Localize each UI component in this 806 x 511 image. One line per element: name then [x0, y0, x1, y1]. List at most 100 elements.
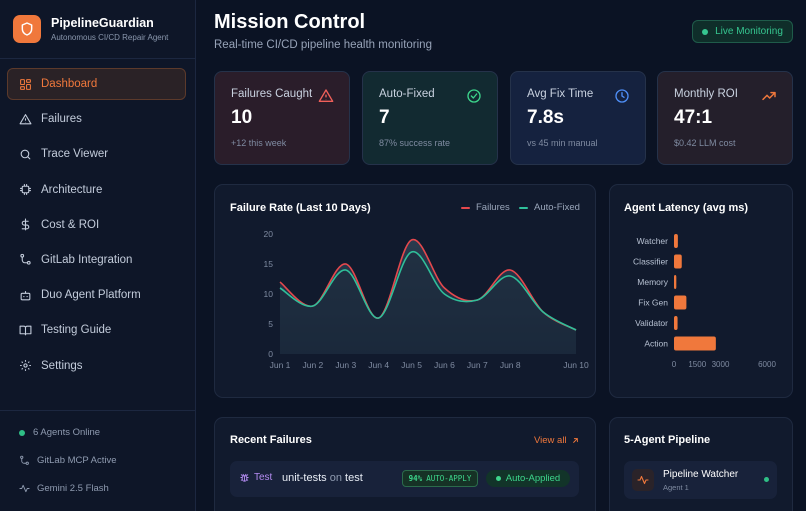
brand-title: PipelineGuardian [51, 16, 154, 30]
sidebar-item-architecture[interactable]: Architecture [7, 174, 186, 206]
agent-number: Agent 1 [663, 483, 689, 492]
mcp-status: GitLab MCP Active [19, 455, 117, 466]
category-label: Watcher [637, 236, 669, 246]
stat-card-monthly-roi[interactable]: Monthly ROI 47:1 $0.42 LLM cost [657, 71, 793, 165]
sidebar-item-settings[interactable]: Settings [7, 350, 186, 382]
legend-swatch-failures [461, 206, 470, 209]
stat-value: 7 [379, 107, 390, 128]
category-label: Memory [637, 277, 668, 287]
sidebar-item-label: Failures [41, 113, 82, 126]
model-status-label: Gemini 2.5 Flash [37, 483, 109, 494]
x-tick-label: 3000 [712, 360, 730, 369]
sidebar-item-trace-viewer[interactable]: Trace Viewer [7, 138, 186, 170]
y-tick-label: 10 [264, 289, 274, 299]
x-tick-label: 0 [672, 360, 677, 369]
category-label: Validator [635, 318, 668, 328]
search-icon [20, 149, 31, 160]
confidence-badge: 94% AUTO-APPLY [402, 470, 478, 487]
confidence-label: AUTO-APPLY [426, 474, 472, 483]
dollar-icon [21, 218, 30, 231]
latency-bar [674, 316, 678, 330]
auto-fixed-line [279, 251, 577, 331]
sidebar-nav: Dashboard Failures Trace Viewer Architec… [7, 68, 186, 385]
activity-icon [19, 484, 30, 493]
sidebar-item-label: Testing Guide [41, 324, 112, 337]
agents-online-label: 6 Agents Online [33, 427, 101, 438]
status-badge: Auto-Applied [486, 470, 570, 487]
mcp-status-label: GitLab MCP Active [37, 455, 117, 466]
stat-label: Monthly ROI [674, 88, 738, 100]
category-label: Test [254, 472, 273, 483]
y-tick-label: 15 [264, 259, 274, 269]
x-tick-label: Jun 6 [434, 360, 455, 370]
stat-value: 47:1 [674, 107, 713, 128]
latency-bar [674, 234, 678, 248]
stat-value: 7.8s [527, 107, 564, 128]
stat-value: 10 [231, 107, 253, 128]
sidebar-item-label: Duo Agent Platform [41, 289, 141, 302]
sidebar-item-testing-guide[interactable]: Testing Guide [7, 314, 186, 346]
failure-rate-chart: 0 5 10 15 20 Jun 1 Jun 2 Jun 3 Jun 4 Jun 5 Jun 6 Ju… [264, 229, 589, 370]
model-status: Gemini 2.5 Flash [19, 483, 109, 494]
table-row[interactable]: Test unit-tests on test 94% AUTO-APPLY A… [230, 461, 579, 497]
stat-card-failures[interactable]: Failures Caught 10 +12 this week [214, 71, 350, 165]
category-label: Action [644, 339, 668, 349]
warning-icon [318, 89, 334, 102]
brand[interactable]: PipelineGuardian Autonomous CI/CD Repair… [13, 15, 168, 43]
category-label: Classifier [633, 257, 668, 267]
check-circle-icon [467, 89, 481, 103]
agents-online-status: 6 Agents Online [19, 427, 100, 438]
stat-card-avg-fix-time[interactable]: Avg Fix Time 7.8s vs 45 min manual [510, 71, 646, 165]
x-tick-label: Jun 2 [302, 360, 323, 370]
bug-icon [240, 473, 249, 482]
stat-label: Failures Caught [231, 88, 313, 100]
latency-bar [674, 254, 682, 269]
list-item[interactable]: Pipeline Watcher Agent 1 [624, 461, 777, 499]
live-monitoring-label: Live Monitoring [715, 26, 783, 37]
agent-name: Pipeline Watcher [663, 469, 739, 480]
legend-failures: Failures [461, 202, 510, 213]
sidebar-item-label: Cost & ROI [41, 218, 100, 231]
page-subtitle: Real-time CI/CD pipeline health monitori… [214, 39, 432, 51]
status-dot-icon [495, 476, 501, 481]
sidebar-item-duo-agent-platform[interactable]: Duo Agent Platform [7, 279, 186, 311]
failure-job: unit-tests on test [282, 472, 363, 484]
sidebar: PipelineGuardian Autonomous CI/CD Repair… [0, 0, 196, 511]
pipeline-title: 5-Agent Pipeline [624, 434, 711, 446]
on-label: on [329, 472, 342, 484]
job-name: unit-tests [282, 472, 327, 484]
live-monitoring-badge[interactable]: Live Monitoring [692, 20, 793, 43]
legend-auto-fixed: Auto-Fixed [519, 202, 580, 213]
page-title: Mission Control [214, 11, 366, 33]
divider [0, 410, 196, 411]
stat-subtext: +12 this week [231, 138, 287, 148]
stat-subtext: $0.42 LLM cost [674, 138, 736, 148]
live-dot-icon [702, 28, 709, 35]
sidebar-item-label: GitLab Integration [41, 253, 133, 266]
stage-name: test [345, 472, 363, 484]
grid-icon [20, 78, 31, 90]
online-dot-icon [764, 477, 769, 482]
latency-chart-title: Agent Latency (avg ms) [624, 202, 749, 214]
brand-subtitle: Autonomous CI/CD Repair Agent [51, 33, 169, 42]
sidebar-item-cost-roi[interactable]: Cost & ROI [7, 209, 186, 241]
gear-icon [20, 360, 31, 371]
view-all-link[interactable]: View all [534, 435, 580, 446]
legend-swatch-auto-fixed [519, 206, 528, 209]
x-tick-label: Jun 8 [500, 360, 521, 370]
latency-bar [674, 336, 716, 351]
status-label: Auto-Applied [505, 473, 561, 484]
y-tick-label: 5 [268, 319, 273, 329]
sidebar-item-failures[interactable]: Failures [7, 103, 186, 135]
x-tick-label: 1500 [688, 360, 706, 369]
stat-card-auto-fixed[interactable]: Auto-Fixed 7 87% success rate [362, 71, 498, 165]
failures-line [279, 239, 577, 331]
sidebar-item-dashboard[interactable]: Dashboard [7, 68, 186, 100]
agent-latency-panel [609, 184, 793, 398]
sidebar-item-gitlab-integration[interactable]: GitLab Integration [7, 244, 186, 276]
x-tick-label: Jun 1 [270, 360, 291, 370]
sidebar-item-label: Settings [41, 359, 83, 372]
x-tick-label: Jun 3 [335, 360, 356, 370]
x-tick-label: 6000 [758, 360, 776, 369]
x-tick-label: Jun 5 [401, 360, 422, 370]
